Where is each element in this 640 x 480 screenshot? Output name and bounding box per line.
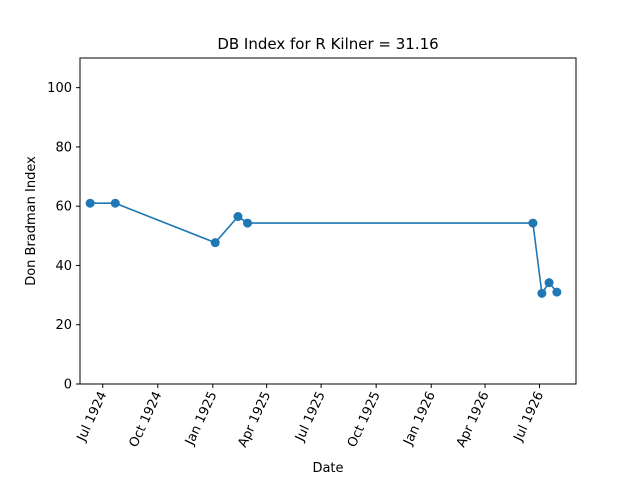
- data-point: [537, 288, 547, 298]
- axes-frame: [79, 57, 577, 385]
- data-point: [243, 218, 253, 228]
- chart-title: DB Index for R Kilner = 31.16: [217, 35, 438, 53]
- y-axis: 0 20 40 60 80 100: [47, 81, 80, 393]
- x-axis-label: Date: [312, 461, 343, 476]
- y-tick-label: 100: [47, 81, 72, 96]
- y-tick-label: 60: [55, 200, 72, 215]
- y-tick-label: 0: [64, 378, 72, 393]
- data-point: [233, 212, 243, 222]
- data-point: [528, 218, 538, 228]
- y-axis-label: Don Bradman Index: [24, 156, 39, 286]
- y-tick-label: 80: [55, 140, 72, 155]
- data-point: [544, 278, 554, 288]
- data-point: [85, 198, 95, 208]
- data-point: [110, 198, 120, 208]
- y-tick-label: 20: [55, 318, 72, 333]
- data-point: [552, 287, 562, 297]
- series-line-group: [85, 198, 562, 298]
- data-point: [210, 238, 220, 248]
- y-tick-label: 40: [55, 259, 72, 274]
